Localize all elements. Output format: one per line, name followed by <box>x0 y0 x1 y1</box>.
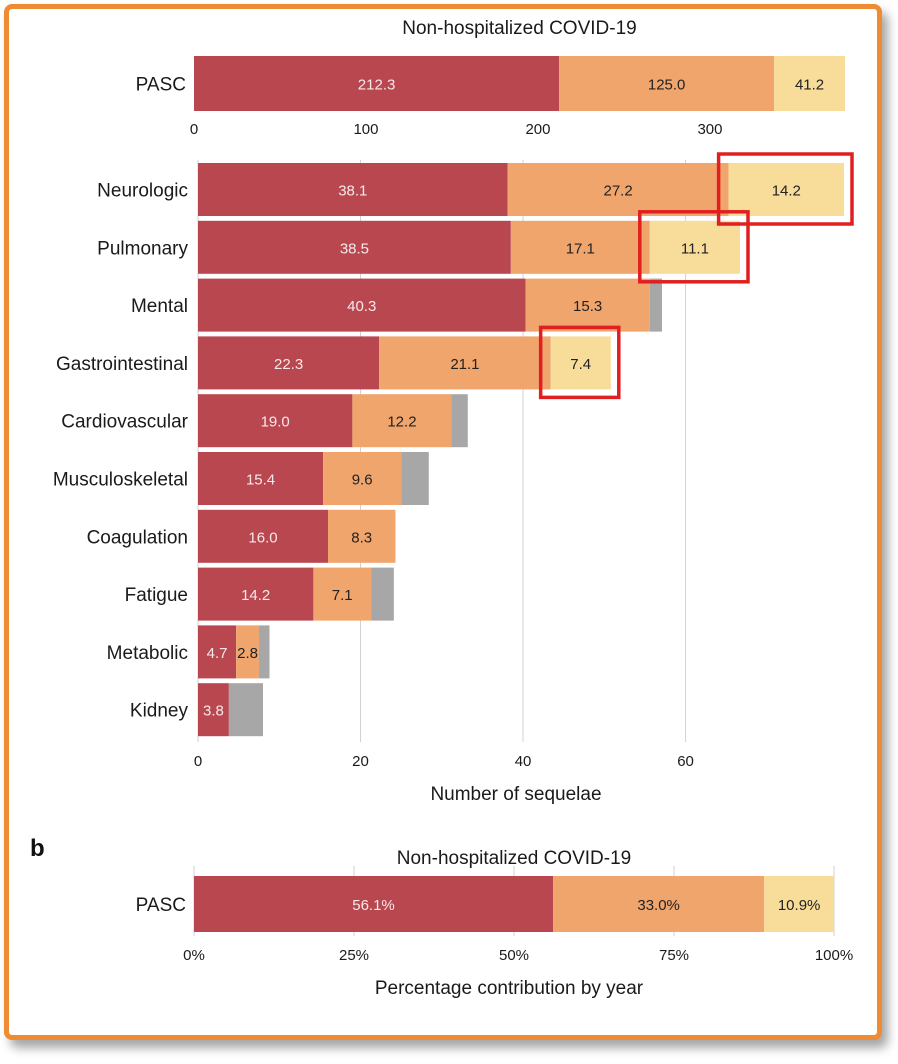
bar-segment <box>371 567 394 621</box>
data-label: 22.3 <box>274 356 303 373</box>
tick-label: 50% <box>499 947 529 964</box>
data-label: 9.6 <box>352 472 373 489</box>
data-label: 38.5 <box>340 240 369 257</box>
tick-label: 0 <box>194 753 202 770</box>
tick-label: 300 <box>697 121 722 138</box>
data-label: 27.2 <box>604 183 633 200</box>
bar-segment <box>194 56 560 111</box>
category-label: Coagulation <box>87 527 188 548</box>
data-label: 33.0% <box>637 897 680 914</box>
bar-segment <box>553 876 765 932</box>
data-label: 41.2 <box>795 77 824 94</box>
bar-segment <box>228 683 264 737</box>
data-label: 4.7 <box>207 645 228 662</box>
data-label: 16.0 <box>248 529 277 546</box>
bar-segment <box>198 163 508 216</box>
data-label: 15.3 <box>573 298 602 315</box>
bar-segment <box>649 220 740 274</box>
bar-segment <box>198 567 314 621</box>
data-label: 2.8 <box>237 645 258 662</box>
bar-segment <box>510 220 650 274</box>
data-label: 56.1% <box>352 897 395 914</box>
data-label: 19.0 <box>261 414 290 431</box>
bar-segment <box>525 278 650 332</box>
axis-title: Percentage contribution by year <box>375 978 644 999</box>
chart-title: Non-hospitalized COVID-19 <box>402 18 636 39</box>
highlight-box <box>638 210 750 284</box>
bar-segment <box>194 876 554 932</box>
bar-segment <box>198 452 324 505</box>
data-label: 125.0 <box>648 77 686 94</box>
data-label: 15.4 <box>246 472 275 489</box>
data-label: 3.8 <box>203 703 224 720</box>
bar-segment <box>774 56 845 111</box>
data-label: 40.3 <box>347 298 376 315</box>
tick-label: 20 <box>352 753 369 770</box>
bar-segment <box>451 394 468 448</box>
data-label: 14.2 <box>772 183 801 200</box>
bar-segment <box>550 336 611 390</box>
bar-segment <box>198 220 511 274</box>
data-label: 17.1 <box>566 240 595 257</box>
bar-segment <box>323 452 402 505</box>
bar-segment <box>198 278 526 332</box>
bar-segment <box>401 452 429 505</box>
bar-segment <box>764 876 834 932</box>
tick-label: 75% <box>659 947 689 964</box>
bar-segment <box>198 683 229 737</box>
category-label: Metabolic <box>107 643 188 664</box>
data-label: 7.1 <box>332 587 353 604</box>
highlight-box <box>538 325 621 400</box>
bar-segment <box>559 56 775 111</box>
data-label: 7.4 <box>570 356 591 373</box>
tick-label: 100 <box>353 121 378 138</box>
bar-segment <box>236 625 259 679</box>
tick-label: 0 <box>190 121 198 138</box>
bar-segment <box>507 163 729 216</box>
tick-label: 0% <box>183 947 205 964</box>
bar-segment <box>313 567 372 621</box>
bar-segment <box>328 509 396 563</box>
category-label: Kidney <box>130 701 189 722</box>
tick-label: 100% <box>815 947 853 964</box>
text-layer: Non-hospitalized COVID-19 PASC 212.3 125.0 4… <box>53 18 854 999</box>
category-label: Musculoskeletal <box>53 470 188 491</box>
data-label: 21.1 <box>450 356 479 373</box>
bar-segment <box>649 278 662 332</box>
data-label: 14.2 <box>241 587 270 604</box>
data-label: 11.1 <box>681 240 709 257</box>
data-label: 10.9% <box>778 897 821 914</box>
data-label: 212.3 <box>358 77 396 94</box>
bar-segment <box>258 625 270 679</box>
data-label: 38.1 <box>338 183 367 200</box>
chart-title: Non-hospitalized COVID-19 <box>397 848 631 869</box>
bar-segment <box>352 394 452 448</box>
tick-label: 25% <box>339 947 369 964</box>
highlight-box <box>716 152 854 226</box>
category-label: Mental <box>131 296 188 317</box>
category-label: PASC <box>136 895 186 916</box>
category-label: PASC <box>136 75 186 96</box>
category-label: Fatigue <box>125 585 188 606</box>
tick-label: 60 <box>677 753 694 770</box>
data-label: 8.3 <box>351 529 372 546</box>
tick-label: 40 <box>515 753 532 770</box>
tick-label: 200 <box>525 121 550 138</box>
category-label: Pulmonary <box>97 238 188 259</box>
bar-segment <box>198 625 237 679</box>
axis-title: Number of sequelae <box>430 784 601 805</box>
bars-layer <box>194 56 845 932</box>
bar-segment <box>198 336 380 390</box>
category-label: Cardiovascular <box>61 412 188 433</box>
bar-segment <box>379 336 551 390</box>
bar-segment <box>198 394 353 448</box>
category-label: Neurologic <box>97 181 188 202</box>
bar-segment <box>728 163 844 216</box>
data-label: 12.2 <box>387 414 416 431</box>
bar-segment <box>198 509 329 563</box>
panel-b-letter: b <box>30 835 45 862</box>
category-label: Gastrointestinal <box>56 354 188 375</box>
